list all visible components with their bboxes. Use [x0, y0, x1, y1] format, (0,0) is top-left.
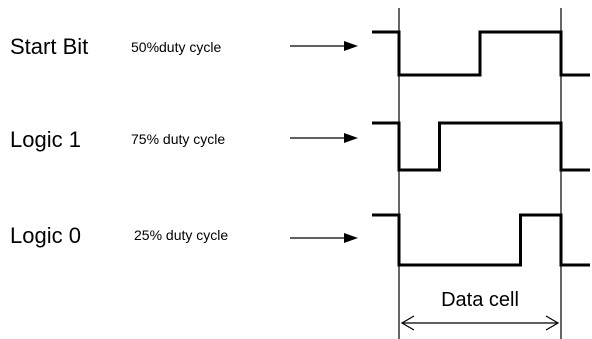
- waveform-logic-1: [372, 121, 590, 172]
- data-cell-dimension: Data cell: [400, 289, 560, 331]
- row-logic-0: Logic 0 25% duty cycle: [10, 213, 590, 267]
- data-cell-arrow-head-right: [545, 315, 560, 331]
- row-logic-1: Logic 1 75% duty cycle: [10, 121, 590, 172]
- pointer-arrow-head: [344, 133, 358, 143]
- waveform-logic-0: [372, 213, 590, 267]
- pointer-arrow-head: [344, 41, 358, 51]
- row-label-logic-1: Logic 1: [10, 127, 81, 152]
- row-start-bit: Start Bit 50%duty cycle: [10, 30, 590, 77]
- pointer-arrow-head: [344, 233, 358, 243]
- waveform-start-bit: [372, 30, 590, 77]
- row-label-logic-0: Logic 0: [10, 223, 81, 248]
- data-cell-arrow-head-left: [400, 315, 415, 331]
- row-duty-text-logic-1: 75% duty cycle: [131, 131, 225, 147]
- data-cell-label: Data cell: [441, 289, 519, 311]
- row-duty-text-logic-0: 25% duty cycle: [134, 227, 228, 243]
- row-duty-text-start-bit: 50%duty cycle: [131, 39, 221, 55]
- row-label-start-bit: Start Bit: [10, 34, 88, 59]
